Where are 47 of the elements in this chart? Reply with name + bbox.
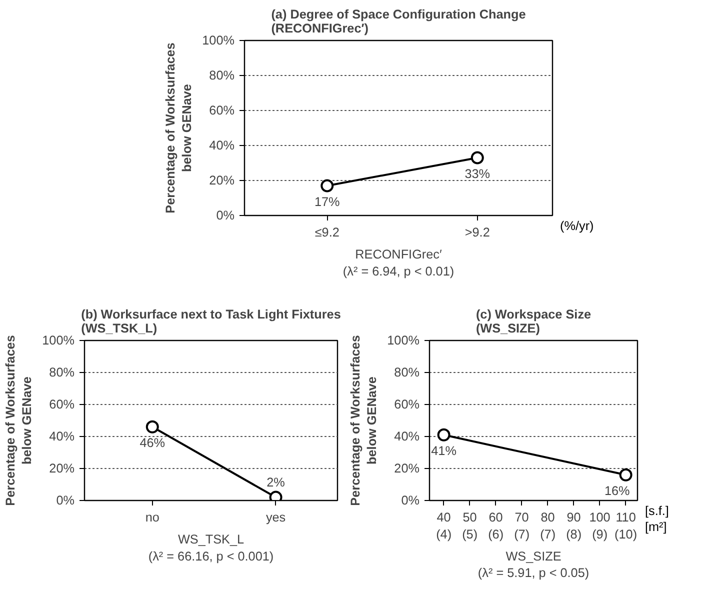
y-tick-label: 20% [209,174,235,188]
x-tick-label: 60 (6) [488,510,504,542]
y-axis-title: Percentage of Worksurfaces below GENave [163,42,194,214]
y-tick-label: 100% [42,334,75,348]
x-tick-label: 70 (7) [514,510,530,542]
data-label: 33% [464,166,490,181]
y-tick-label: 100% [387,334,420,348]
y-tick-label: 80% [394,366,420,380]
x-tick-label: ≤9.2 [314,226,340,240]
chart-title: (c) Workspace Size (WS_SIZE) [476,308,592,336]
x-tick-label: no [145,510,160,524]
x-axis-title: WS_TSK_L (λ² = 66.16, p < 0.001) [148,532,274,564]
y-tick-label: 40% [394,430,420,444]
y-tick-label: 80% [49,366,75,380]
chart-title: (b) Worksurface next to Task Light Fixtures (WS_TSK_L) [81,308,341,336]
y-tick-label: 20% [394,462,420,476]
x-tick-label: >9.2 [464,226,490,240]
x-tick-label: 80 (7) [540,510,556,542]
y-tick-label: 0% [216,208,235,222]
y-tick-label: 0% [56,494,75,508]
text: [s.f.] [m²] [645,504,669,536]
x-axis-title: RECONFIGrec′ (λ² = 6.94, p < 0.01) [342,248,454,278]
data-label: 16% [604,484,630,498]
x-tick-label: 90 (8) [566,510,582,542]
x-tick-label: 100 (9) [589,510,610,542]
y-tick-label: 60% [49,398,75,412]
y-tick-label: 60% [209,104,235,118]
y-tick-label: 80% [209,68,235,82]
y-tick-label: 60% [394,398,420,412]
x-tick-label: yes [266,510,286,524]
data-label: 2% [266,475,285,490]
y-axis-title: Percentage of Worksurfaces below GENave [348,335,380,506]
y-tick-label: 40% [209,138,235,152]
text: (%/yr) [560,219,594,235]
x-tick-label: 50 (5) [462,510,478,542]
y-tick-label: 20% [49,462,75,476]
y-tick-label: 40% [49,430,75,444]
y-axis-title: Percentage of Worksurfaces below GENave [3,335,34,506]
data-label: 46% [140,436,166,450]
y-tick-label: 100% [202,34,235,48]
x-axis-title: WS_SIZE (λ² = 5.91, p < 0.05) [478,549,590,580]
data-label: 41% [431,444,456,458]
x-tick-label: 40 (4) [436,510,452,542]
data-label: 17% [314,194,340,209]
chart-title: (a) Degree of Space Configuration Change (RECONFIGrec′) [271,8,526,36]
y-tick-label: 0% [401,494,420,508]
x-tick-label: 110 (10) [614,510,638,542]
